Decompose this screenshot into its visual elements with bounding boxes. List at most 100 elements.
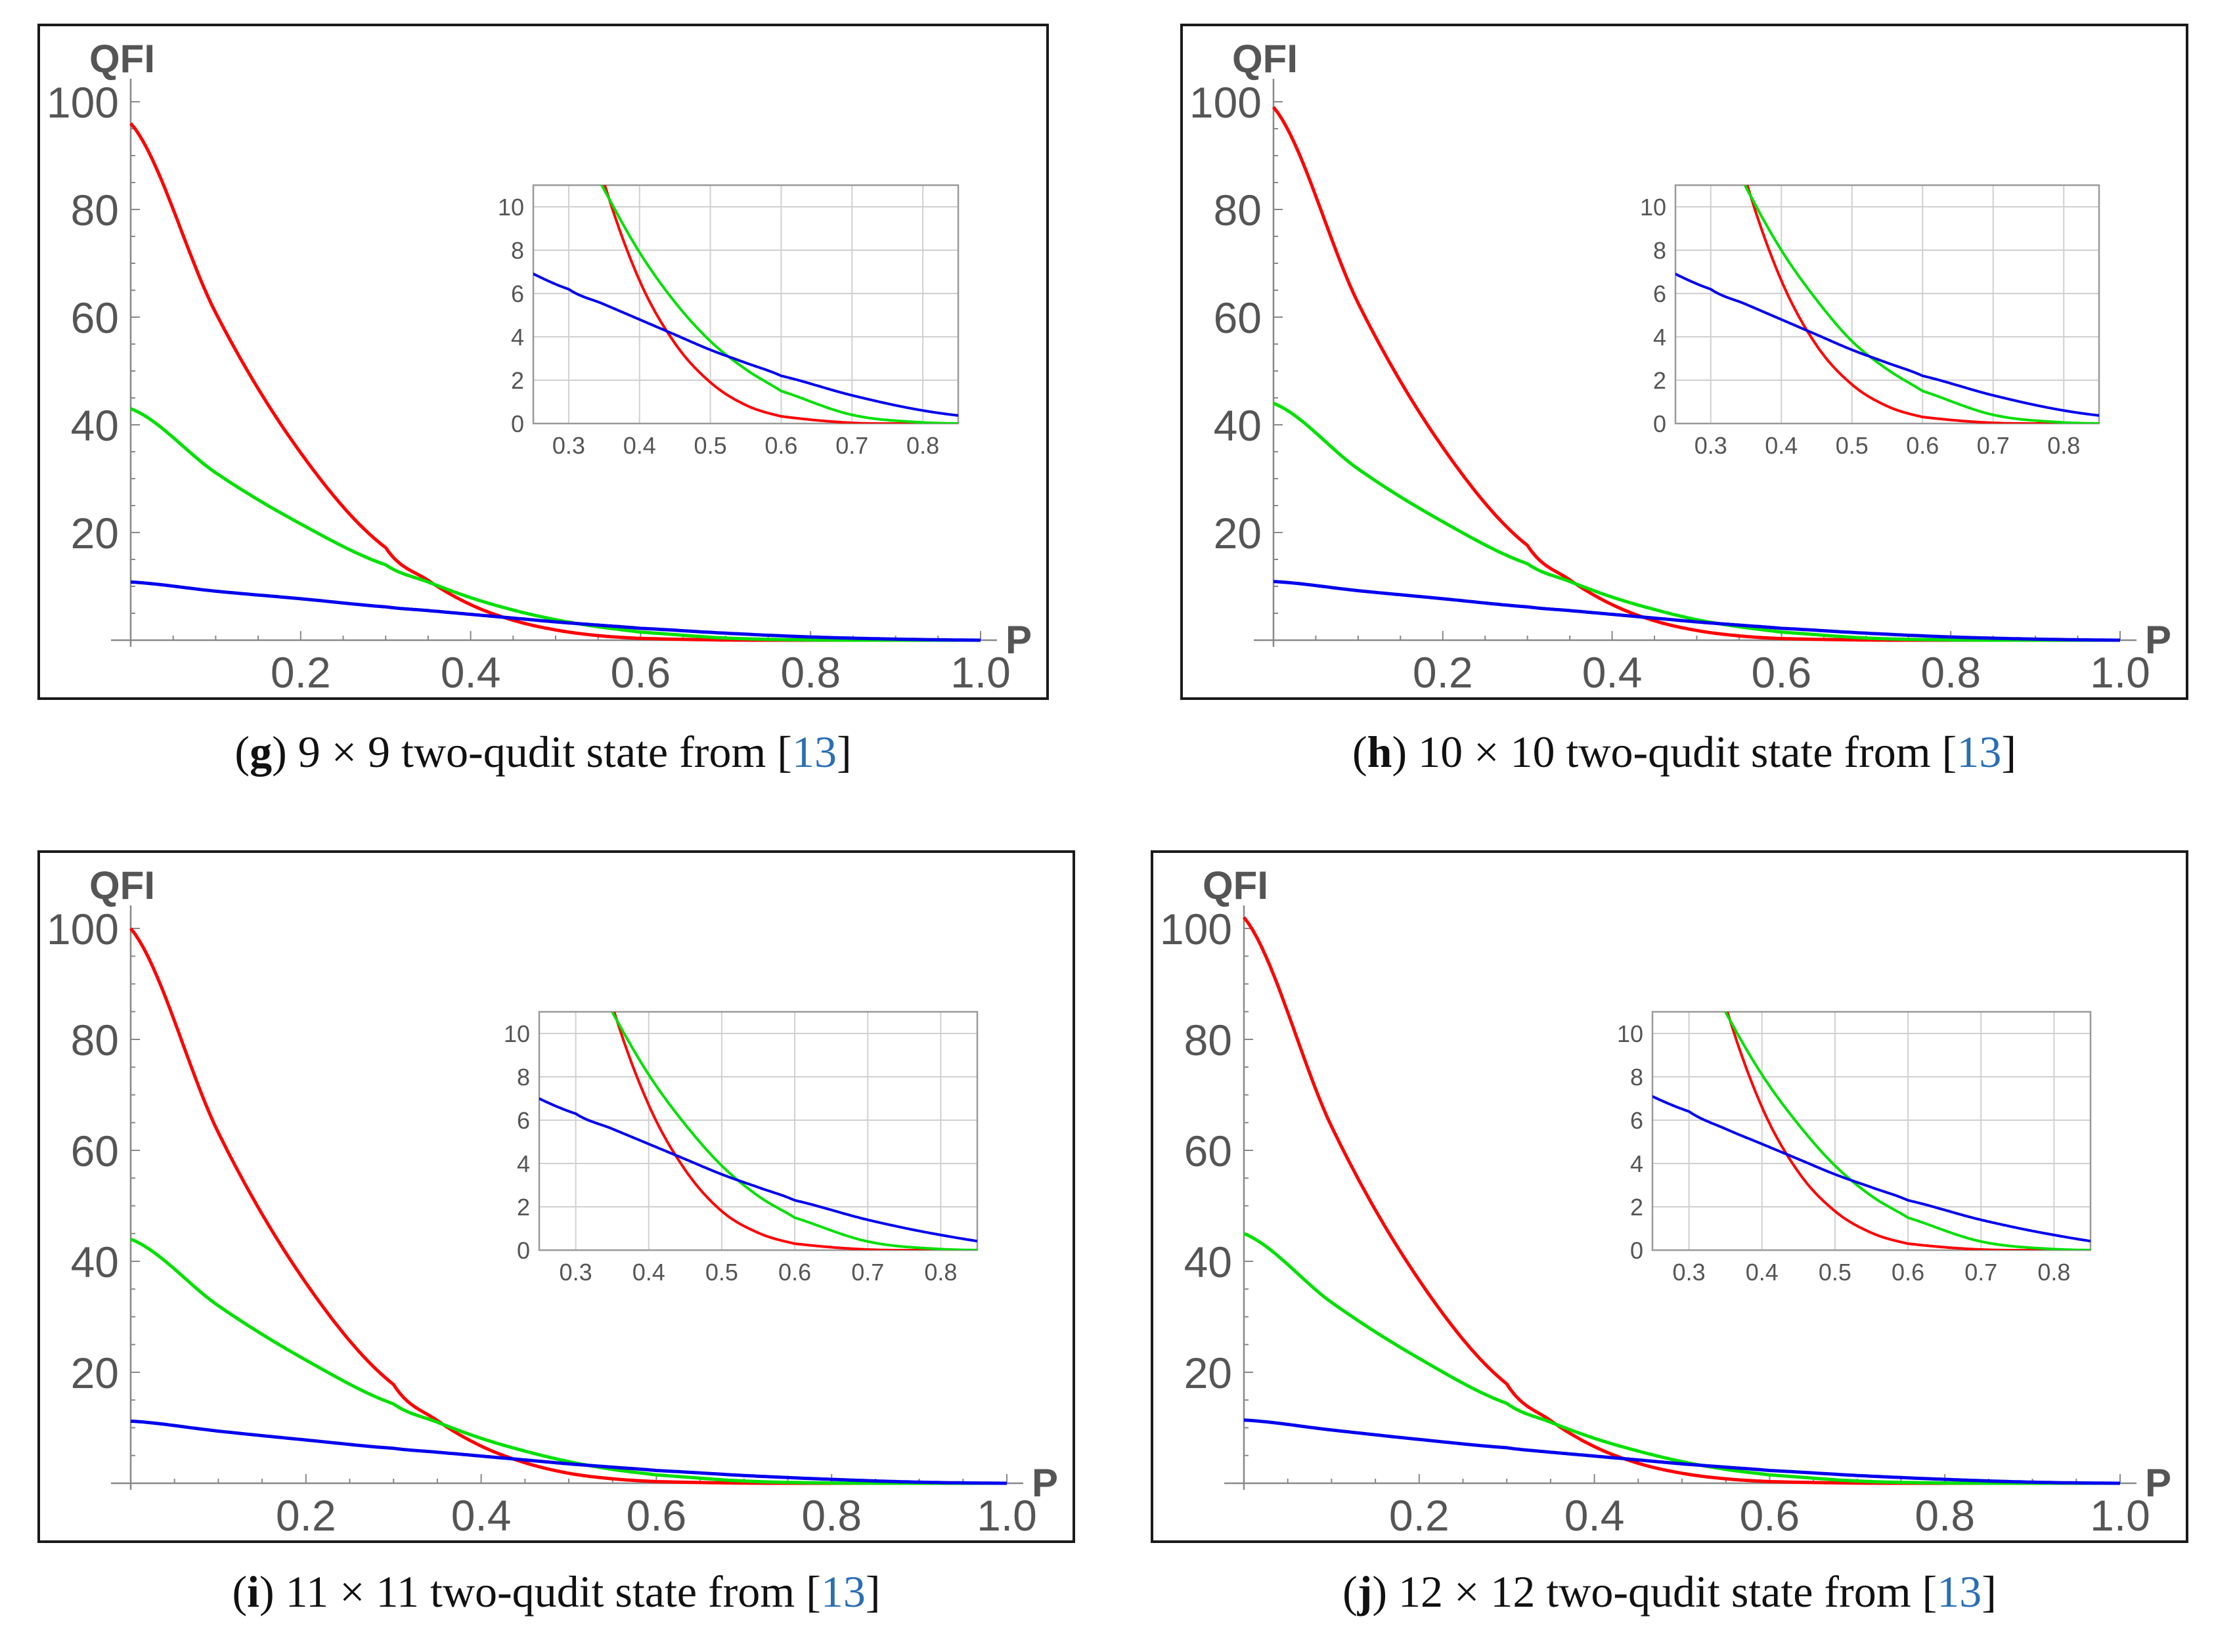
inset-y-tick-label: 6 bbox=[1653, 280, 1666, 307]
inset-frame bbox=[533, 185, 959, 424]
inset-y-tick-label: 10 bbox=[1640, 194, 1666, 221]
inset-chart: 0.3 0.4 0.5 0.6 0.7 0.8 0 2 4 6 8 10 bbox=[498, 184, 960, 459]
x-tick-label: 1.0 bbox=[950, 648, 1011, 697]
y-axis-title: QFI bbox=[89, 863, 155, 907]
inset-y-tick-label: 2 bbox=[511, 367, 524, 394]
figure-caption-h: (h) 10 × 10 two-qudit state from [13] bbox=[1352, 727, 2016, 777]
inset-x-tick-label: 0.4 bbox=[1746, 1259, 1779, 1286]
y-tick-label: 20 bbox=[71, 509, 119, 557]
x-tick-label: 1.0 bbox=[2090, 648, 2150, 697]
series-line bbox=[1273, 580, 2120, 642]
caption-tag: g bbox=[250, 727, 273, 777]
inset-chart: 0.3 0.4 0.5 0.6 0.7 0.8 0 2 4 6 8 10 bbox=[504, 1011, 979, 1286]
inset-series-line bbox=[613, 1012, 977, 1250]
x-axis-title: P bbox=[1032, 1461, 1058, 1505]
inset-y-tick-label: 2 bbox=[517, 1194, 530, 1221]
inset-y-tick-label: 10 bbox=[1617, 1020, 1643, 1047]
series-line bbox=[1272, 401, 2120, 642]
inset-border bbox=[1674, 184, 2100, 425]
inset-x-tick-label: 0.4 bbox=[1765, 432, 1798, 459]
inset-y-tick-label: 6 bbox=[517, 1107, 530, 1134]
y-tick-label: 40 bbox=[1184, 1238, 1232, 1286]
inset-y-tick-label: 0 bbox=[1653, 410, 1666, 437]
y-tick-label: 20 bbox=[1184, 1349, 1232, 1397]
y-axis-title: QFI bbox=[89, 37, 155, 81]
caption-tag: i bbox=[247, 1567, 260, 1617]
inset-x-tick-label: 0.6 bbox=[778, 1259, 811, 1286]
inset-series-line bbox=[533, 272, 958, 417]
y-tick-label: 20 bbox=[1214, 509, 1262, 557]
inset-frame bbox=[1675, 185, 2100, 424]
reference-link[interactable]: 13 bbox=[1937, 1567, 1982, 1617]
reference-link[interactable]: 13 bbox=[820, 1567, 866, 1617]
inset-chart: 0.3 0.4 0.5 0.6 0.7 0.8 0 2 4 6 8 10 bbox=[1617, 1011, 2092, 1286]
x-tick-label: 0.2 bbox=[1389, 1491, 1450, 1540]
inset-y-tick-label: 8 bbox=[511, 237, 524, 264]
inset-x-tick-label: 0.6 bbox=[764, 432, 797, 459]
y-axis-title: QFI bbox=[1232, 37, 1298, 81]
inset-y-tick-label: 8 bbox=[1630, 1064, 1643, 1091]
x-tick-label: 0.2 bbox=[276, 1491, 336, 1540]
inset-x-tick-label: 0.5 bbox=[705, 1259, 738, 1286]
inset-border bbox=[1651, 1011, 2092, 1251]
inset-x-tick-label: 0.7 bbox=[1964, 1259, 1997, 1286]
inset-y-tick-label: 4 bbox=[517, 1150, 530, 1177]
x-tick-label: 0.8 bbox=[1915, 1491, 1975, 1540]
y-tick-label: 60 bbox=[71, 293, 119, 342]
inset-series-line bbox=[1723, 1012, 2091, 1250]
inset-series-line bbox=[1743, 185, 2099, 424]
x-tick-label: 0.6 bbox=[1752, 648, 1812, 697]
inset-y-tick-label: 8 bbox=[1653, 237, 1666, 264]
series-line bbox=[1243, 1418, 2120, 1485]
chart-frame: 0.2 0.4 0.6 0.8 1.0 20 40 60 80 100 QFI P 0.3 0.4 0.5 0… bbox=[37, 24, 1049, 700]
panel-i: 0.2 0.4 0.6 0.8 1.0 20 40 60 80 100 QFI P 0.3 0.4 0.5 0… bbox=[37, 850, 1075, 1645]
figure-caption-i: (i) 11 × 11 two-qudit state from [13] bbox=[232, 1567, 881, 1617]
inset-x-tick-label: 0.7 bbox=[835, 432, 868, 459]
y-tick-label: 80 bbox=[71, 1016, 119, 1064]
inset-frame bbox=[1652, 1011, 2091, 1251]
x-tick-label: 0.6 bbox=[627, 1491, 687, 1540]
y-tick-label: 60 bbox=[71, 1127, 119, 1175]
inset-y-tick-label: 6 bbox=[1630, 1107, 1643, 1134]
y-tick-label: 100 bbox=[1160, 905, 1232, 953]
inset-y-tick-label: 8 bbox=[517, 1064, 530, 1091]
inset-series-line bbox=[600, 185, 958, 424]
inset-x-tick-label: 0.3 bbox=[552, 432, 585, 459]
series-line bbox=[130, 407, 981, 642]
series-line bbox=[130, 1419, 1007, 1485]
y-tick-label: 60 bbox=[1184, 1127, 1232, 1175]
inset-frame bbox=[539, 1011, 978, 1251]
x-tick-label: 1.0 bbox=[977, 1491, 1037, 1540]
reference-link[interactable]: 13 bbox=[791, 727, 837, 777]
inset-y-tick-label: 0 bbox=[517, 1237, 530, 1264]
inset-x-tick-label: 0.8 bbox=[924, 1259, 957, 1286]
inset-x-tick-label: 0.8 bbox=[906, 432, 939, 459]
inset-chart: 0.3 0.4 0.5 0.6 0.7 0.8 0 2 4 6 8 10 bbox=[1640, 184, 2100, 459]
y-tick-label: 40 bbox=[71, 401, 119, 450]
inset-x-tick-label: 0.7 bbox=[851, 1259, 884, 1286]
inset-y-tick-label: 10 bbox=[504, 1020, 530, 1047]
x-tick-label: 0.8 bbox=[801, 1491, 862, 1540]
x-tick-label: 0.4 bbox=[451, 1491, 512, 1540]
y-tick-label: 60 bbox=[1214, 293, 1262, 342]
y-tick-label: 20 bbox=[71, 1349, 119, 1397]
y-tick-label: 100 bbox=[47, 905, 119, 953]
series-line bbox=[130, 580, 981, 642]
inset-y-tick-label: 4 bbox=[1630, 1150, 1643, 1177]
inset-y-tick-label: 4 bbox=[511, 324, 524, 351]
inset-x-tick-label: 0.8 bbox=[2047, 432, 2080, 459]
inset-x-tick-label: 0.7 bbox=[1977, 432, 2010, 459]
y-tick-label: 80 bbox=[1214, 186, 1262, 234]
y-tick-label: 100 bbox=[47, 78, 119, 127]
inset-series-line bbox=[603, 185, 958, 424]
x-tick-label: 0.4 bbox=[441, 648, 501, 697]
inset-border bbox=[532, 184, 960, 425]
reference-link[interactable]: 13 bbox=[1957, 727, 2002, 777]
x-tick-label: 0.8 bbox=[780, 648, 841, 697]
inset-y-tick-label: 10 bbox=[498, 194, 524, 221]
